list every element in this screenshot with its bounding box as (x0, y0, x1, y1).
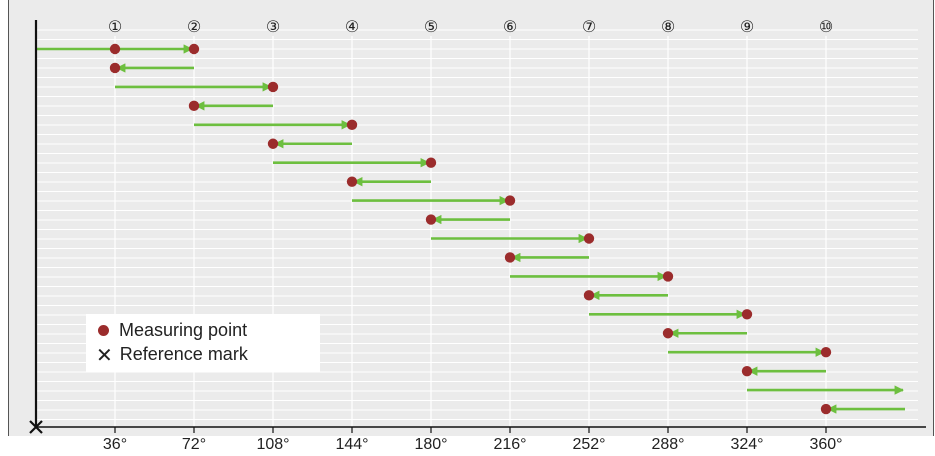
measuring-point (741, 309, 753, 320)
position-markers: ① ② ③ ④ ⑤ ⑥ ⑦ ⑧ ⑨ ⑩ (108, 17, 833, 36)
x-tick-label: 360° (809, 436, 842, 453)
legend-item-reference-mark: ✕ Reference mark (96, 344, 248, 365)
measuring-point (346, 119, 358, 130)
position-marker-label: ① (108, 17, 122, 36)
legend: Measuring point ✕ Reference mark (86, 314, 320, 372)
position-marker-label: ⑤ (424, 17, 438, 36)
measuring-point (267, 138, 279, 149)
position-marker-label: ⑨ (740, 17, 754, 36)
legend-label-reference-mark: Reference mark (119, 344, 248, 364)
position-marker-label: ⑥ (503, 17, 517, 36)
measuring-point (188, 43, 200, 55)
x-tick-label: 216° (493, 436, 526, 453)
x-tick-label: 324° (730, 436, 763, 453)
x-tick-labels: 36° 72° 108° 144° 180° 216° 252° 288° 324° 360° (103, 436, 843, 453)
legend-label-measuring-point: Measuring point (119, 320, 248, 340)
measuring-point (820, 403, 832, 415)
measuring-point (504, 195, 516, 206)
x-tick-label: 72° (182, 436, 206, 453)
measuring-points (109, 43, 832, 415)
measuring-point (741, 365, 753, 377)
measuring-point (425, 214, 437, 225)
position-marker-label: ④ (345, 17, 359, 36)
measuring-point (820, 347, 832, 358)
measuring-point (583, 290, 595, 301)
position-marker-label: ② (187, 17, 201, 36)
measuring-point (109, 43, 121, 55)
measuring-point (504, 252, 516, 263)
position-marker-label: ③ (266, 17, 280, 36)
position-marker-label: ⑧ (661, 17, 675, 36)
x-tick-label: 252° (572, 436, 605, 453)
measuring-point-icon (98, 325, 109, 336)
measuring-point (346, 176, 358, 187)
measuring-point (662, 328, 674, 339)
measuring-point (583, 233, 595, 244)
measuring-point (267, 81, 279, 93)
x-tick-label: 180° (414, 436, 447, 453)
x-tick-label: 108° (256, 436, 289, 453)
x-tick-label: 36° (103, 436, 127, 453)
reference-mark (29, 420, 43, 434)
measuring-point (662, 271, 674, 282)
position-marker-label: ⑩ (819, 17, 833, 36)
legend-item-measuring-point: Measuring point (96, 320, 247, 341)
measuring-point (425, 157, 437, 168)
reference-mark-icon: ✕ (96, 342, 113, 367)
position-marker-label: ⑦ (582, 17, 596, 36)
measuring-point (188, 100, 200, 112)
axes (29, 20, 926, 434)
measuring-point (109, 62, 121, 74)
x-tick-label: 288° (651, 436, 684, 453)
x-tick-label: 144° (335, 436, 368, 453)
